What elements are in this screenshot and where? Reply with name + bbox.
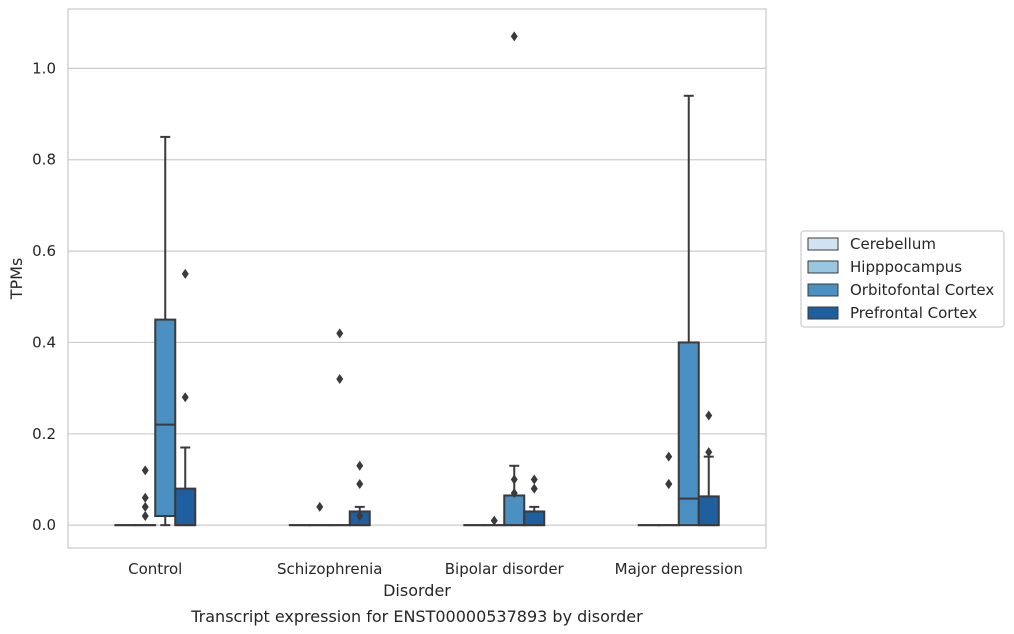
outlier-point [356, 460, 364, 471]
box-3-2 [523, 474, 546, 527]
box-2-0 [154, 135, 177, 527]
legend-swatch [807, 260, 839, 274]
outlier-point [316, 501, 324, 512]
box-2-1 [328, 328, 351, 527]
x-tick-label: Bipolar disorder [445, 560, 565, 578]
box-1-3 [657, 451, 680, 527]
outlier-point [336, 328, 344, 339]
box-3-1 [348, 460, 371, 527]
plot-frame [67, 8, 767, 549]
outlier-point [530, 474, 538, 485]
outlier-point [510, 474, 518, 485]
legend-label: Hipppocampus [850, 258, 962, 276]
outlier-point [181, 392, 189, 403]
x-ticks: Control Schizophrenia Bipolar disorder Majo… [128, 560, 743, 578]
y-ticks: 0.0 0.2 0.4 0.6 0.8 1.0 [32, 59, 56, 534]
legend-swatch [807, 306, 839, 320]
legend-label: Orbitofontal Cortex [850, 281, 994, 299]
outlier-point [356, 479, 364, 490]
box-3-3 [697, 410, 720, 527]
boxes [114, 31, 720, 527]
legend-label: Prefrontal Cortex [850, 304, 977, 322]
x-tick-label: Control [128, 560, 182, 578]
chart-caption: Transcript expression for ENST0000053789… [190, 607, 643, 626]
outlier-point [141, 501, 149, 512]
box-2-2 [503, 31, 526, 527]
outlier-point [705, 447, 713, 458]
legend-label: Cerebellum [850, 235, 936, 253]
outlier-point [141, 465, 149, 476]
y-tick-label: 0.2 [32, 425, 56, 443]
legend-swatch [807, 283, 839, 297]
y-tick-label: 0.0 [32, 516, 56, 534]
box-body [503, 494, 526, 527]
y-tick-label: 0.4 [32, 333, 56, 351]
box-body [174, 487, 197, 527]
legend-frame [800, 230, 1005, 328]
y-tick-label: 1.0 [32, 59, 56, 77]
box-body [697, 495, 720, 527]
outlier-point [530, 483, 538, 494]
y-tick-label: 0.6 [32, 242, 56, 260]
outlier-point [510, 488, 518, 499]
y-axis-title: TPMs [7, 258, 26, 301]
box-2-3 [677, 94, 700, 527]
outlier-point [705, 410, 713, 421]
outlier-point [181, 268, 189, 279]
legend-swatch [807, 237, 839, 251]
legend: Cerebellum Hipppocampus Orbitofontal Corte… [800, 230, 1005, 328]
box-1-2 [483, 515, 506, 527]
box-body [677, 341, 700, 527]
outlier-point [665, 479, 673, 490]
outlier-point [141, 511, 149, 522]
outlier-point [141, 492, 149, 503]
box-3-0 [174, 268, 197, 527]
box-body [523, 510, 546, 527]
outlier-point [336, 373, 344, 384]
outlier-point [490, 515, 498, 526]
y-tick-label: 0.8 [32, 151, 56, 169]
x-tick-label: Schizophrenia [277, 560, 382, 578]
outlier-point [356, 511, 364, 522]
outlier-point [510, 31, 518, 42]
x-tick-label: Major depression [615, 560, 743, 578]
box-1-0 [134, 465, 157, 527]
outlier-point [665, 451, 673, 462]
box-1-1 [308, 501, 331, 527]
box-body [154, 318, 177, 518]
x-axis-title: Disorder [383, 581, 451, 600]
